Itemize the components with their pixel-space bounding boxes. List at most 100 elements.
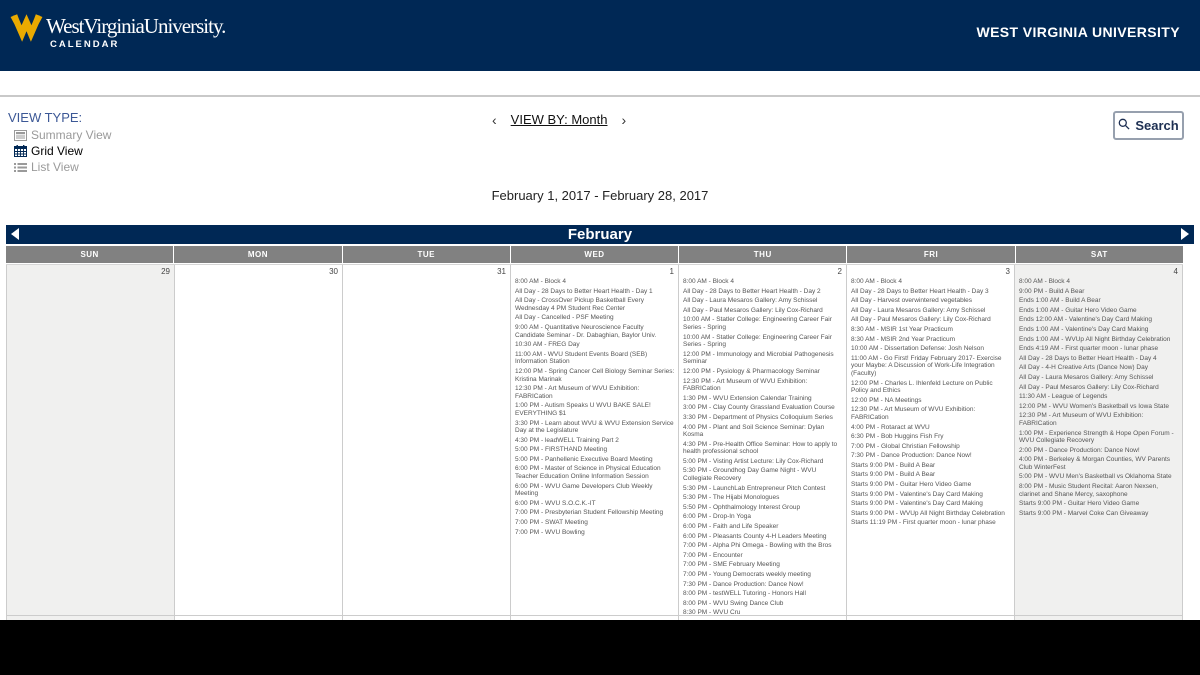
search-button[interactable]: Search <box>1113 111 1184 140</box>
event-item[interactable]: 3:30 PM - Department of Physics Colloqui… <box>683 413 833 421</box>
event-item[interactable]: All Day - Paul Mesaros Gallery: Lily Cox… <box>851 316 991 324</box>
event-item[interactable]: 8:00 AM - Block 4 <box>1019 278 1070 285</box>
event-item[interactable]: Starts 11:19 PM - First quarter moon - l… <box>851 519 996 527</box>
view-option-list[interactable]: List View <box>14 160 111 174</box>
date-number[interactable]: 4 <box>1173 267 1178 276</box>
event-item[interactable]: 5:00 PM - Panhellenic Executive Board Me… <box>515 455 653 463</box>
event-item[interactable]: All Day - 28 Days to Better Heart Health… <box>1019 354 1157 362</box>
event-item[interactable]: 8:00 PM - WVU Swing Dance Club <box>683 599 784 607</box>
event-item[interactable]: 5:30 PM - LaunchLab Entrepreneur Pitch C… <box>683 484 826 492</box>
event-item[interactable]: 12:30 PM - Art Museum of WVU Exhibition:… <box>683 377 808 393</box>
event-item[interactable]: 9:00 AM - Quantitative Neuroscience Facu… <box>515 323 657 339</box>
date-number[interactable]: 31 <box>497 267 506 276</box>
event-item[interactable]: 4:00 PM - Plant and Soil Science Seminar… <box>683 423 825 439</box>
next-month-chevron[interactable]: › <box>621 111 627 128</box>
event-item[interactable]: All Day - 28 Days to Better Heart Health… <box>515 287 653 295</box>
event-item[interactable]: 1:00 PM - Autism Speaks U WVU BAKE SALE!… <box>515 402 651 417</box>
event-item[interactable]: 6:00 PM - Faith and Life Speaker <box>683 523 779 531</box>
date-number[interactable]: 1 <box>669 267 674 276</box>
event-item[interactable]: All Day - Cancelled - PSF Meeting <box>515 314 614 322</box>
event-item[interactable]: 12:00 PM - Charles L. Ihlenfeld Lecture … <box>851 379 993 395</box>
event-item[interactable]: 7:00 PM - Presbyterian Student Fellowshi… <box>515 509 664 517</box>
event-item[interactable]: 12:30 PM - Art Museum of WVU Exhibition:… <box>851 406 976 421</box>
event-item[interactable]: 8:30 AM - MSIR 2nd Year Practicum <box>851 335 956 343</box>
event-item[interactable]: 8:00 PM - Music Student Recital: Aaron N… <box>1019 483 1159 498</box>
event-item[interactable]: 6:00 PM - Master of Science in Physical … <box>515 465 661 481</box>
event-item[interactable]: 8:00 AM - Block 4 <box>851 278 902 285</box>
event-item[interactable]: 11:30 AM - League of Legends <box>1019 393 1108 401</box>
event-item[interactable]: 4:00 PM - Berkeley & Morgan Counties, WV… <box>1019 456 1171 471</box>
event-item[interactable]: 4:00 PM - Rotaract at WVU <box>851 423 930 431</box>
view-option-grid[interactable]: Grid View <box>14 144 111 158</box>
event-item[interactable]: 5:00 PM - WVU Men's Basketball vs Oklaho… <box>1019 473 1172 481</box>
event-item[interactable]: 12:30 PM - Art Museum of WVU Exhibition:… <box>515 385 640 400</box>
event-item[interactable]: 1:30 PM - WVU Extension Calendar Trainin… <box>683 394 812 402</box>
event-item[interactable]: All Day - 4-H Creative Arts (Dance Now) … <box>1019 364 1148 372</box>
event-item[interactable]: 7:30 PM - Dance Production: Dance Now! <box>683 580 804 588</box>
event-item[interactable]: Ends 1:00 AM - Valentine's Day Card Maki… <box>1019 325 1149 333</box>
event-item[interactable]: 5:50 PM - Ophthalmology Interest Group <box>683 503 801 511</box>
event-item[interactable]: 11:00 AM - Go First! Friday February 201… <box>851 354 1002 377</box>
event-item[interactable]: 5:00 PM - Visting Artist Lecture: Lily C… <box>683 457 824 465</box>
event-item[interactable]: Starts 9:00 PM - Marvel Coke Can Giveawa… <box>1019 509 1149 517</box>
event-item[interactable]: 5:30 PM - Groundhog Day Game Night - WVU… <box>683 467 817 483</box>
event-item[interactable]: 12:00 PM - Spring Cancer Cell Biology Se… <box>515 367 675 383</box>
event-item[interactable]: Starts 9:00 PM - WVUp All Night Birthday… <box>851 509 1005 517</box>
event-item[interactable]: Starts 9:00 PM - Valentine's Day Card Ma… <box>851 490 983 498</box>
event-item[interactable]: All Day - Laura Mesaros Gallery: Amy Sch… <box>683 297 818 305</box>
date-number[interactable]: 2 <box>837 267 842 276</box>
event-item[interactable]: All Day - Paul Mesaros Gallery: Lily Cox… <box>1019 383 1159 391</box>
event-item[interactable]: Ends 4:19 AM - First quarter moon - luna… <box>1019 345 1159 353</box>
event-item[interactable]: 2:00 PM - Dance Production: Dance Now! <box>1019 446 1140 454</box>
event-item[interactable]: 8:30 PM - WVU Cru <box>683 609 741 615</box>
event-item[interactable]: 3:30 PM - Learn about WVU & WVU Extensio… <box>515 419 674 435</box>
event-item[interactable]: 8:00 PM - testWELL Tutoring - Honors Hal… <box>683 590 806 598</box>
event-item[interactable]: 5:30 PM - The Hijabi Monologues <box>683 494 780 502</box>
event-item[interactable]: 10:30 AM - FREG Day <box>515 341 580 349</box>
view-by-month-link[interactable]: VIEW BY: Month <box>510 112 608 127</box>
event-item[interactable]: Ends 1:00 AM - WVUp All Night Birthday C… <box>1019 335 1171 343</box>
event-item[interactable]: 11:00 AM - WVU Student Events Board (SEB… <box>515 350 648 366</box>
event-item[interactable]: All Day - 28 Days to Better Heart Health… <box>683 287 821 295</box>
event-item[interactable]: Ends 1:00 AM - Build A Bear <box>1019 297 1101 305</box>
event-item[interactable]: All Day - Laura Mesaros Gallery: Amy Sch… <box>851 306 986 314</box>
event-item[interactable]: 5:00 PM - FIRSTHAND Meeting <box>515 446 608 454</box>
event-item[interactable]: 6:00 PM - Pleasants County 4-H Leaders M… <box>683 532 827 540</box>
event-item[interactable]: 4:30 PM - Pre-Health Office Seminar: How… <box>683 440 838 456</box>
event-item[interactable]: All Day - Laura Mesaros Gallery: Amy Sch… <box>1019 373 1154 381</box>
event-item[interactable]: Starts 9:00 PM - Build A Bear <box>851 461 936 469</box>
event-item[interactable]: 7:00 PM - Encounter <box>683 551 743 559</box>
event-item[interactable]: 7:00 PM - WVU Bowling <box>515 528 585 536</box>
date-number[interactable]: 29 <box>161 267 170 276</box>
event-item[interactable]: 12:00 PM - NA Meetings <box>851 396 922 404</box>
event-item[interactable]: 6:30 PM - Bob Huggins Fish Fry <box>851 433 944 441</box>
event-item[interactable]: Starts 9:00 PM - Guitar Hero Video Game <box>851 481 972 489</box>
event-item[interactable]: 12:00 PM - Immunology and Microbial Path… <box>683 350 834 366</box>
event-item[interactable]: 10:00 AM - Dissertation Defense: Josh Ne… <box>851 345 984 353</box>
event-item[interactable]: 1:00 PM - Experience Strength & Hope Ope… <box>1019 429 1174 445</box>
event-item[interactable]: 3:00 PM - Clay County Grassland Evaluati… <box>683 404 835 412</box>
event-item[interactable]: 8:00 AM - Block 4 <box>515 278 566 285</box>
event-item[interactable]: 7:00 PM - SME February Meeting <box>683 561 780 569</box>
event-item[interactable]: 8:30 AM - MSIR 1st Year Practicum <box>851 325 953 333</box>
event-item[interactable]: 6:00 PM - WVU Game Developers Club Weekl… <box>515 482 653 498</box>
event-item[interactable]: Ends 1:00 AM - Guitar Hero Video Game <box>1019 306 1137 314</box>
event-item[interactable]: Starts 9:00 PM - Guitar Hero Video Game <box>1019 500 1140 508</box>
event-item[interactable]: 7:30 PM - Dance Production: Dance Now! <box>851 452 972 460</box>
event-item[interactable]: 12:30 PM - Art Museum of WVU Exhibition:… <box>1019 412 1144 427</box>
event-item[interactable]: All Day - CrossOver Pickup Basketball Ev… <box>515 297 644 312</box>
calendar-next-arrow-icon[interactable] <box>1181 228 1189 240</box>
event-item[interactable]: All Day - Harvest overwintered vegetable… <box>851 297 973 305</box>
event-item[interactable]: Starts 9:00 PM - Build A Bear <box>851 471 936 479</box>
event-item[interactable]: 4:30 PM - leadWELL Training Part 2 <box>515 436 619 444</box>
event-item[interactable]: 12:00 PM - WVU Women's Basketball vs Iow… <box>1019 402 1169 410</box>
event-item[interactable]: 6:00 PM - Drop-In Yoga <box>683 513 751 521</box>
event-item[interactable]: Starts 9:00 PM - Valentine's Day Card Ma… <box>851 500 983 508</box>
event-item[interactable]: 12:00 PM - Pysiology & Pharmacology Semi… <box>683 367 820 375</box>
event-item[interactable]: 6:00 PM - WVU S.O.C.K.-IT <box>515 499 596 507</box>
prev-month-chevron[interactable]: ‹ <box>492 111 497 128</box>
event-item[interactable]: 7:00 PM - Alpha Phi Omega - Bowling with… <box>683 542 832 550</box>
event-item[interactable]: 7:00 PM - Global Christian Fellowship <box>851 442 960 450</box>
calendar-prev-arrow-icon[interactable] <box>11 228 19 240</box>
event-item[interactable]: All Day - Paul Mesaros Gallery: Lily Cox… <box>683 306 823 314</box>
